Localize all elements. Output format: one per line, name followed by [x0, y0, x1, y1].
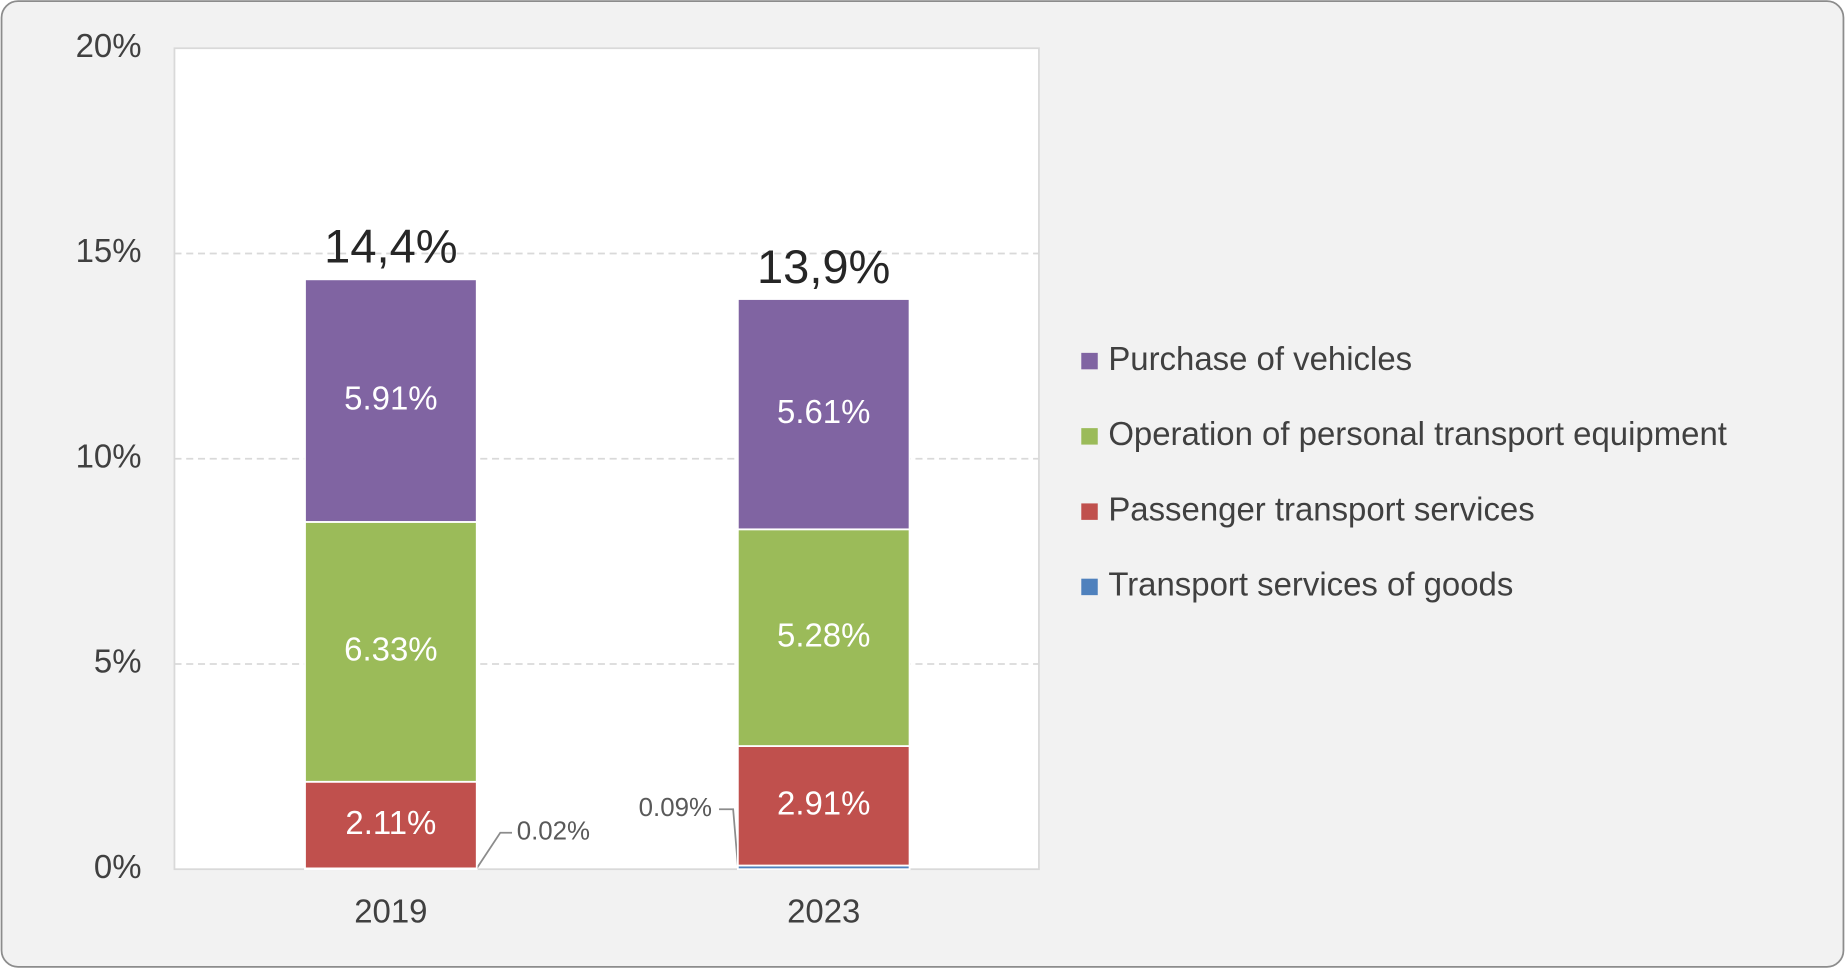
total-label: 13,9% [757, 240, 890, 293]
y-tick-label: 15% [76, 232, 142, 269]
data-label: 0.02% [517, 818, 590, 846]
data-label: 6.33% [344, 631, 437, 668]
legend-label: Operation of personal transport equipmen… [1108, 415, 1727, 452]
data-label: 0.09% [639, 794, 712, 822]
bar-segment [736, 298, 911, 531]
x-tick-label: 2019 [354, 893, 427, 930]
data-label: 5.28% [777, 616, 870, 653]
legend-swatch [1081, 578, 1098, 596]
legend-swatch [1081, 352, 1098, 370]
bar-segment [736, 528, 911, 747]
bar-segment [736, 745, 911, 867]
y-tick-label: 20% [76, 27, 142, 64]
leader-line [719, 808, 739, 866]
y-tick-label: 0% [94, 848, 142, 885]
bar-segment [304, 780, 478, 870]
leader-line [475, 831, 513, 869]
data-label: 5.61% [777, 393, 870, 430]
y-tick-label: 5% [94, 643, 142, 680]
data-label: 2.91% [777, 784, 870, 821]
y-tick-label: 10% [76, 437, 142, 474]
data-label: 5.91% [344, 379, 437, 416]
legend-swatch [1081, 503, 1098, 520]
legend-swatch [1081, 428, 1098, 445]
legend-label: Passenger transport services [1108, 490, 1534, 527]
data-label: 2.11% [345, 804, 436, 841]
bar-segment [304, 278, 478, 523]
total-label: 14,4% [324, 219, 457, 272]
legend-label: Purchase of vehicles [1108, 340, 1412, 377]
bar-segment [304, 521, 478, 783]
x-tick-label: 2023 [787, 893, 860, 930]
legend-label: Transport services of goods [1108, 566, 1513, 603]
